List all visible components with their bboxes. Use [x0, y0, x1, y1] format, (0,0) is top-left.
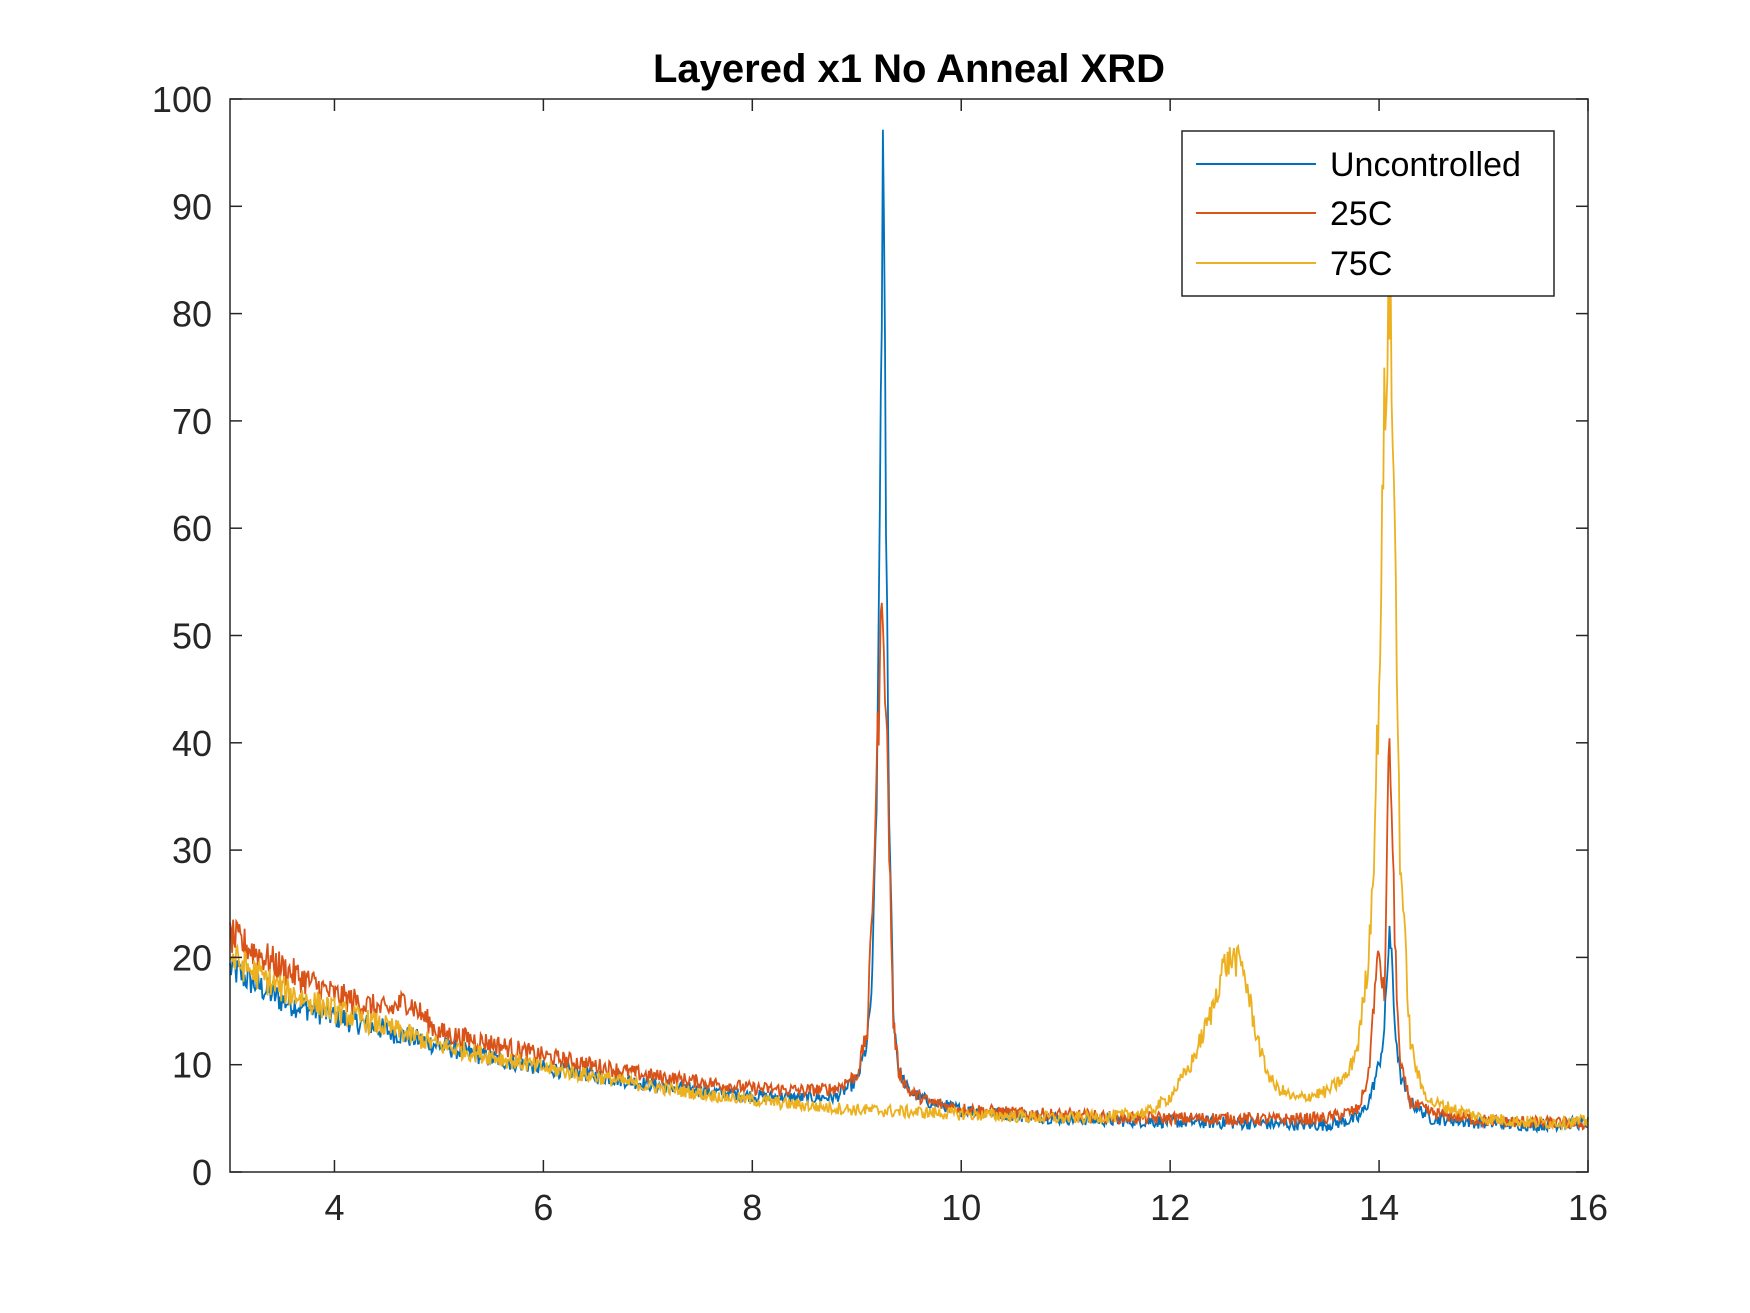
y-tick-label: 40	[172, 723, 212, 764]
y-tick-label: 50	[172, 616, 212, 657]
x-tick-label: 8	[742, 1187, 762, 1228]
x-tick-label: 12	[1150, 1187, 1190, 1228]
legend-label-25c: 25C	[1330, 195, 1392, 233]
y-tick-label: 60	[172, 508, 212, 549]
y-tick-label: 0	[192, 1152, 212, 1193]
legend-label-uncontrolled: Uncontrolled	[1330, 146, 1521, 184]
legend-label-75c: 75C	[1330, 245, 1392, 283]
x-tick-label: 6	[533, 1187, 553, 1228]
ticks-layer: 4 6 8 10 12 14 16 0 10 20 30 40 50 60 70 80 90 100	[152, 79, 1608, 1228]
x-tick-label: 10	[941, 1187, 981, 1228]
series-line-25c	[229, 602, 1589, 1131]
chart-title: Layered x1 No Anneal XRD	[653, 47, 1165, 91]
y-tick-label: 100	[152, 79, 212, 120]
y-tick-label: 20	[172, 937, 212, 978]
x-tick-label: 14	[1359, 1187, 1399, 1228]
x-tick-label: 4	[324, 1187, 344, 1228]
y-tick-label: 80	[172, 294, 212, 335]
series-line-75c	[229, 265, 1589, 1132]
series-layer	[229, 129, 1589, 1134]
y-tick-label: 70	[172, 401, 212, 442]
legend: Uncontrolled 25C 75C	[1181, 130, 1555, 297]
x-tick-label: 16	[1568, 1187, 1608, 1228]
y-tick-label: 10	[172, 1045, 212, 1086]
y-tick-label: 90	[172, 186, 212, 227]
y-tick-label: 30	[172, 830, 212, 871]
